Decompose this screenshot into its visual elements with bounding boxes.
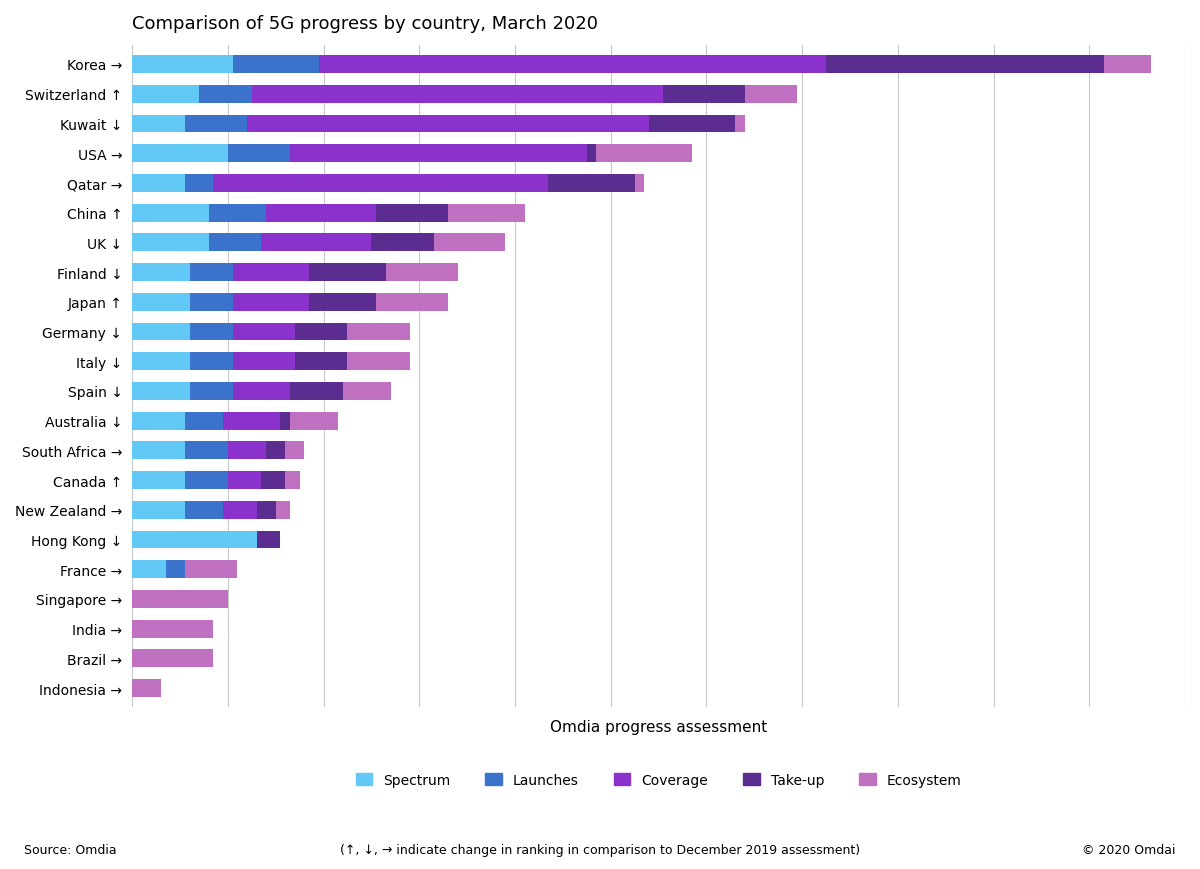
Bar bbox=[376, 204, 448, 222]
Bar bbox=[262, 234, 371, 252]
Bar bbox=[281, 412, 290, 430]
Bar bbox=[185, 175, 214, 193]
Bar bbox=[190, 264, 233, 282]
Bar bbox=[649, 116, 736, 133]
Bar bbox=[190, 294, 233, 311]
Bar bbox=[132, 264, 190, 282]
Bar bbox=[132, 472, 185, 489]
Bar bbox=[228, 145, 290, 163]
Bar bbox=[596, 145, 692, 163]
Legend: Spectrum, Launches, Coverage, Take-up, Ecosystem: Spectrum, Launches, Coverage, Take-up, E… bbox=[350, 767, 967, 793]
Bar bbox=[319, 56, 826, 74]
Bar bbox=[185, 501, 223, 519]
Bar bbox=[132, 412, 185, 430]
Bar bbox=[233, 382, 290, 401]
Bar bbox=[745, 86, 797, 103]
Bar bbox=[433, 234, 505, 252]
Bar bbox=[348, 353, 409, 371]
Bar bbox=[233, 294, 310, 311]
Bar bbox=[376, 294, 448, 311]
Bar bbox=[132, 234, 209, 252]
Bar bbox=[132, 531, 257, 549]
Bar bbox=[247, 116, 649, 133]
Bar bbox=[199, 86, 252, 103]
Bar bbox=[223, 412, 281, 430]
Bar bbox=[185, 116, 247, 133]
Bar bbox=[1104, 56, 1152, 74]
Text: © 2020 Omdai: © 2020 Omdai bbox=[1082, 843, 1176, 856]
Bar bbox=[214, 175, 548, 193]
Bar bbox=[132, 353, 190, 371]
Bar bbox=[286, 442, 305, 460]
Bar bbox=[132, 590, 228, 608]
Bar bbox=[290, 145, 587, 163]
Bar bbox=[310, 294, 376, 311]
Bar bbox=[185, 472, 228, 489]
Bar bbox=[185, 442, 228, 460]
Bar bbox=[132, 294, 190, 311]
Bar bbox=[257, 531, 281, 549]
Bar bbox=[290, 382, 343, 401]
Bar bbox=[223, 501, 257, 519]
Bar bbox=[132, 501, 185, 519]
Bar bbox=[132, 323, 190, 341]
Bar bbox=[185, 412, 223, 430]
Bar bbox=[132, 175, 185, 193]
Bar bbox=[587, 145, 596, 163]
Bar bbox=[295, 353, 348, 371]
Bar bbox=[343, 382, 390, 401]
Bar bbox=[233, 323, 295, 341]
Bar bbox=[252, 86, 664, 103]
Text: Source: Omdia: Source: Omdia bbox=[24, 843, 116, 856]
Bar bbox=[190, 353, 233, 371]
Bar bbox=[548, 175, 635, 193]
Bar bbox=[262, 472, 286, 489]
Bar bbox=[233, 56, 319, 74]
Bar bbox=[736, 116, 745, 133]
Bar bbox=[233, 264, 310, 282]
Bar bbox=[266, 442, 286, 460]
Bar bbox=[290, 412, 338, 430]
Text: Comparison of 5G progress by country, March 2020: Comparison of 5G progress by country, Ma… bbox=[132, 15, 598, 33]
Bar bbox=[233, 353, 295, 371]
Bar bbox=[826, 56, 1104, 74]
Bar bbox=[132, 620, 214, 638]
Bar bbox=[132, 116, 185, 133]
Bar bbox=[276, 501, 290, 519]
Bar bbox=[257, 501, 276, 519]
Bar bbox=[132, 86, 199, 103]
Bar bbox=[266, 204, 376, 222]
Bar bbox=[664, 86, 745, 103]
Bar bbox=[132, 204, 209, 222]
Bar bbox=[385, 264, 457, 282]
Bar bbox=[132, 561, 166, 579]
Bar bbox=[132, 382, 190, 401]
X-axis label: Omdia progress assessment: Omdia progress assessment bbox=[550, 719, 767, 733]
Bar bbox=[132, 680, 161, 697]
Bar bbox=[448, 204, 524, 222]
Bar bbox=[371, 234, 433, 252]
Bar bbox=[185, 561, 238, 579]
Bar bbox=[209, 204, 266, 222]
Text: (↑, ↓, → indicate change in ranking in comparison to December 2019 assessment): (↑, ↓, → indicate change in ranking in c… bbox=[340, 843, 860, 856]
Bar bbox=[286, 472, 300, 489]
Bar bbox=[166, 561, 185, 579]
Bar bbox=[228, 442, 266, 460]
Bar bbox=[190, 382, 233, 401]
Bar bbox=[635, 175, 644, 193]
Bar bbox=[295, 323, 348, 341]
Bar bbox=[132, 56, 233, 74]
Bar bbox=[228, 472, 262, 489]
Bar bbox=[132, 145, 228, 163]
Bar bbox=[190, 323, 233, 341]
Bar bbox=[132, 442, 185, 460]
Bar bbox=[310, 264, 385, 282]
Bar bbox=[348, 323, 409, 341]
Bar bbox=[209, 234, 262, 252]
Bar bbox=[132, 650, 214, 667]
